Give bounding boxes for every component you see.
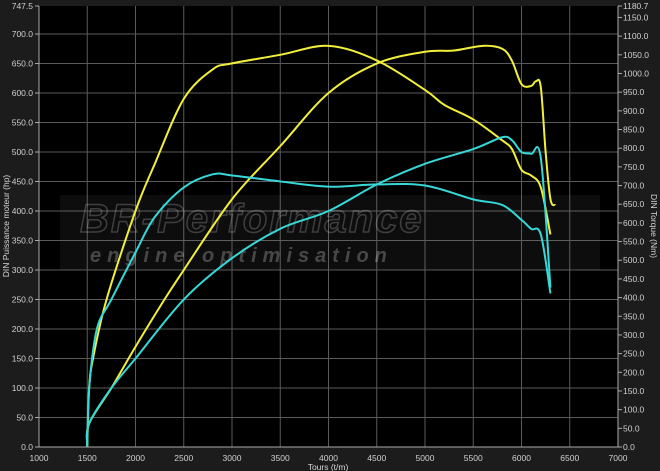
x-tick-label: 1000 [30,453,49,463]
x-tick-label: 3000 [223,453,242,463]
y2-tick-label: 650.0 [623,199,645,209]
series-line-torque-0 [86,44,552,448]
y2-tick-label: 400.0 [623,293,645,303]
y2-tick-label: 550.0 [623,237,645,247]
y2-tick-label: 200.0 [623,367,645,377]
x-axis-label: Tours (t/m) [308,462,349,471]
y2-tick-label: 150.0 [623,386,645,396]
y2-tick-label: 50.0 [623,423,640,433]
y-tick-label: 200.0 [12,324,34,334]
x-tick-label: 1500 [78,453,97,463]
series-line-power-1 [85,44,557,448]
y-tick-label: 350.0 [12,236,34,246]
y2-tick-label: 600.0 [623,218,645,228]
y2-tick-label: 1150.0 [623,12,649,22]
svg-text:BR-Performance: BR-Performance [80,197,424,241]
x-tick-label: 5000 [416,453,435,463]
svg-text:engine optimisation: engine optimisation [90,245,393,267]
y-axis-label: DIN Puissance moteur (hp) [1,175,11,278]
y-tick-label: 300.0 [12,265,34,275]
y-tick-label: 747.5 [12,1,34,11]
y-tick-label: 700.0 [12,29,34,39]
y2-tick-label: 100.0 [623,405,645,415]
axis-ticks: 1000 1500 2000 2500 3000 3500 4000 4500 5000 5500… [12,1,650,463]
y2-tick-label: 350.0 [623,311,645,321]
x-tick-label: 4000 [319,453,338,463]
y2-tick-label: 1100.0 [623,31,649,41]
y2-tick-label: 1050.0 [623,50,649,60]
y2-tick-label: 500.0 [623,255,645,265]
y-tick-label: 550.0 [12,118,34,128]
x-tick-label: 6000 [512,453,531,463]
watermark-logo: BR-Performance engine optimisation [60,195,600,270]
y2-tick-label: 1180.7 [623,1,649,11]
y-tick-label: 400.0 [12,206,34,216]
series-line-power-3 [85,135,552,448]
y2-tick-label: 0.0 [623,442,635,452]
y2-tick-label: 700.0 [623,181,645,191]
y2-axis-label: DIN Torque (Nm) [649,194,659,258]
y-tick-label: 50.0 [16,413,33,423]
y2-tick-label: 450.0 [623,274,645,284]
x-tick-label: 4500 [367,453,386,463]
y-tick-label: 100.0 [12,383,34,393]
y-tick-label: 500.0 [12,147,34,157]
series-line-torque-2 [86,172,552,448]
x-tick-label: 7000 [609,453,628,463]
y-tick-label: 150.0 [12,354,34,364]
x-tick-label: 2500 [174,453,193,463]
y-tick-label: 0.0 [21,442,33,452]
y2-tick-label: 250.0 [623,349,645,359]
y2-tick-label: 950.0 [623,87,645,97]
x-tick-label: 3500 [271,453,290,463]
y-tick-label: 600.0 [12,88,34,98]
y2-tick-label: 300.0 [623,330,645,340]
y-tick-label: 250.0 [12,295,34,305]
x-tick-label: 6500 [560,453,579,463]
y-tick-label: 450.0 [12,177,34,187]
y2-tick-label: 800.0 [623,143,645,153]
series-group [85,44,557,448]
x-tick-label: 2000 [126,453,145,463]
y2-tick-label: 900.0 [623,106,645,116]
y2-tick-label: 1000.0 [623,68,649,78]
x-tick-label: 5500 [464,453,483,463]
y2-tick-label: 750.0 [623,162,645,172]
y-tick-label: 650.0 [12,59,34,69]
y2-tick-label: 850.0 [623,125,645,135]
